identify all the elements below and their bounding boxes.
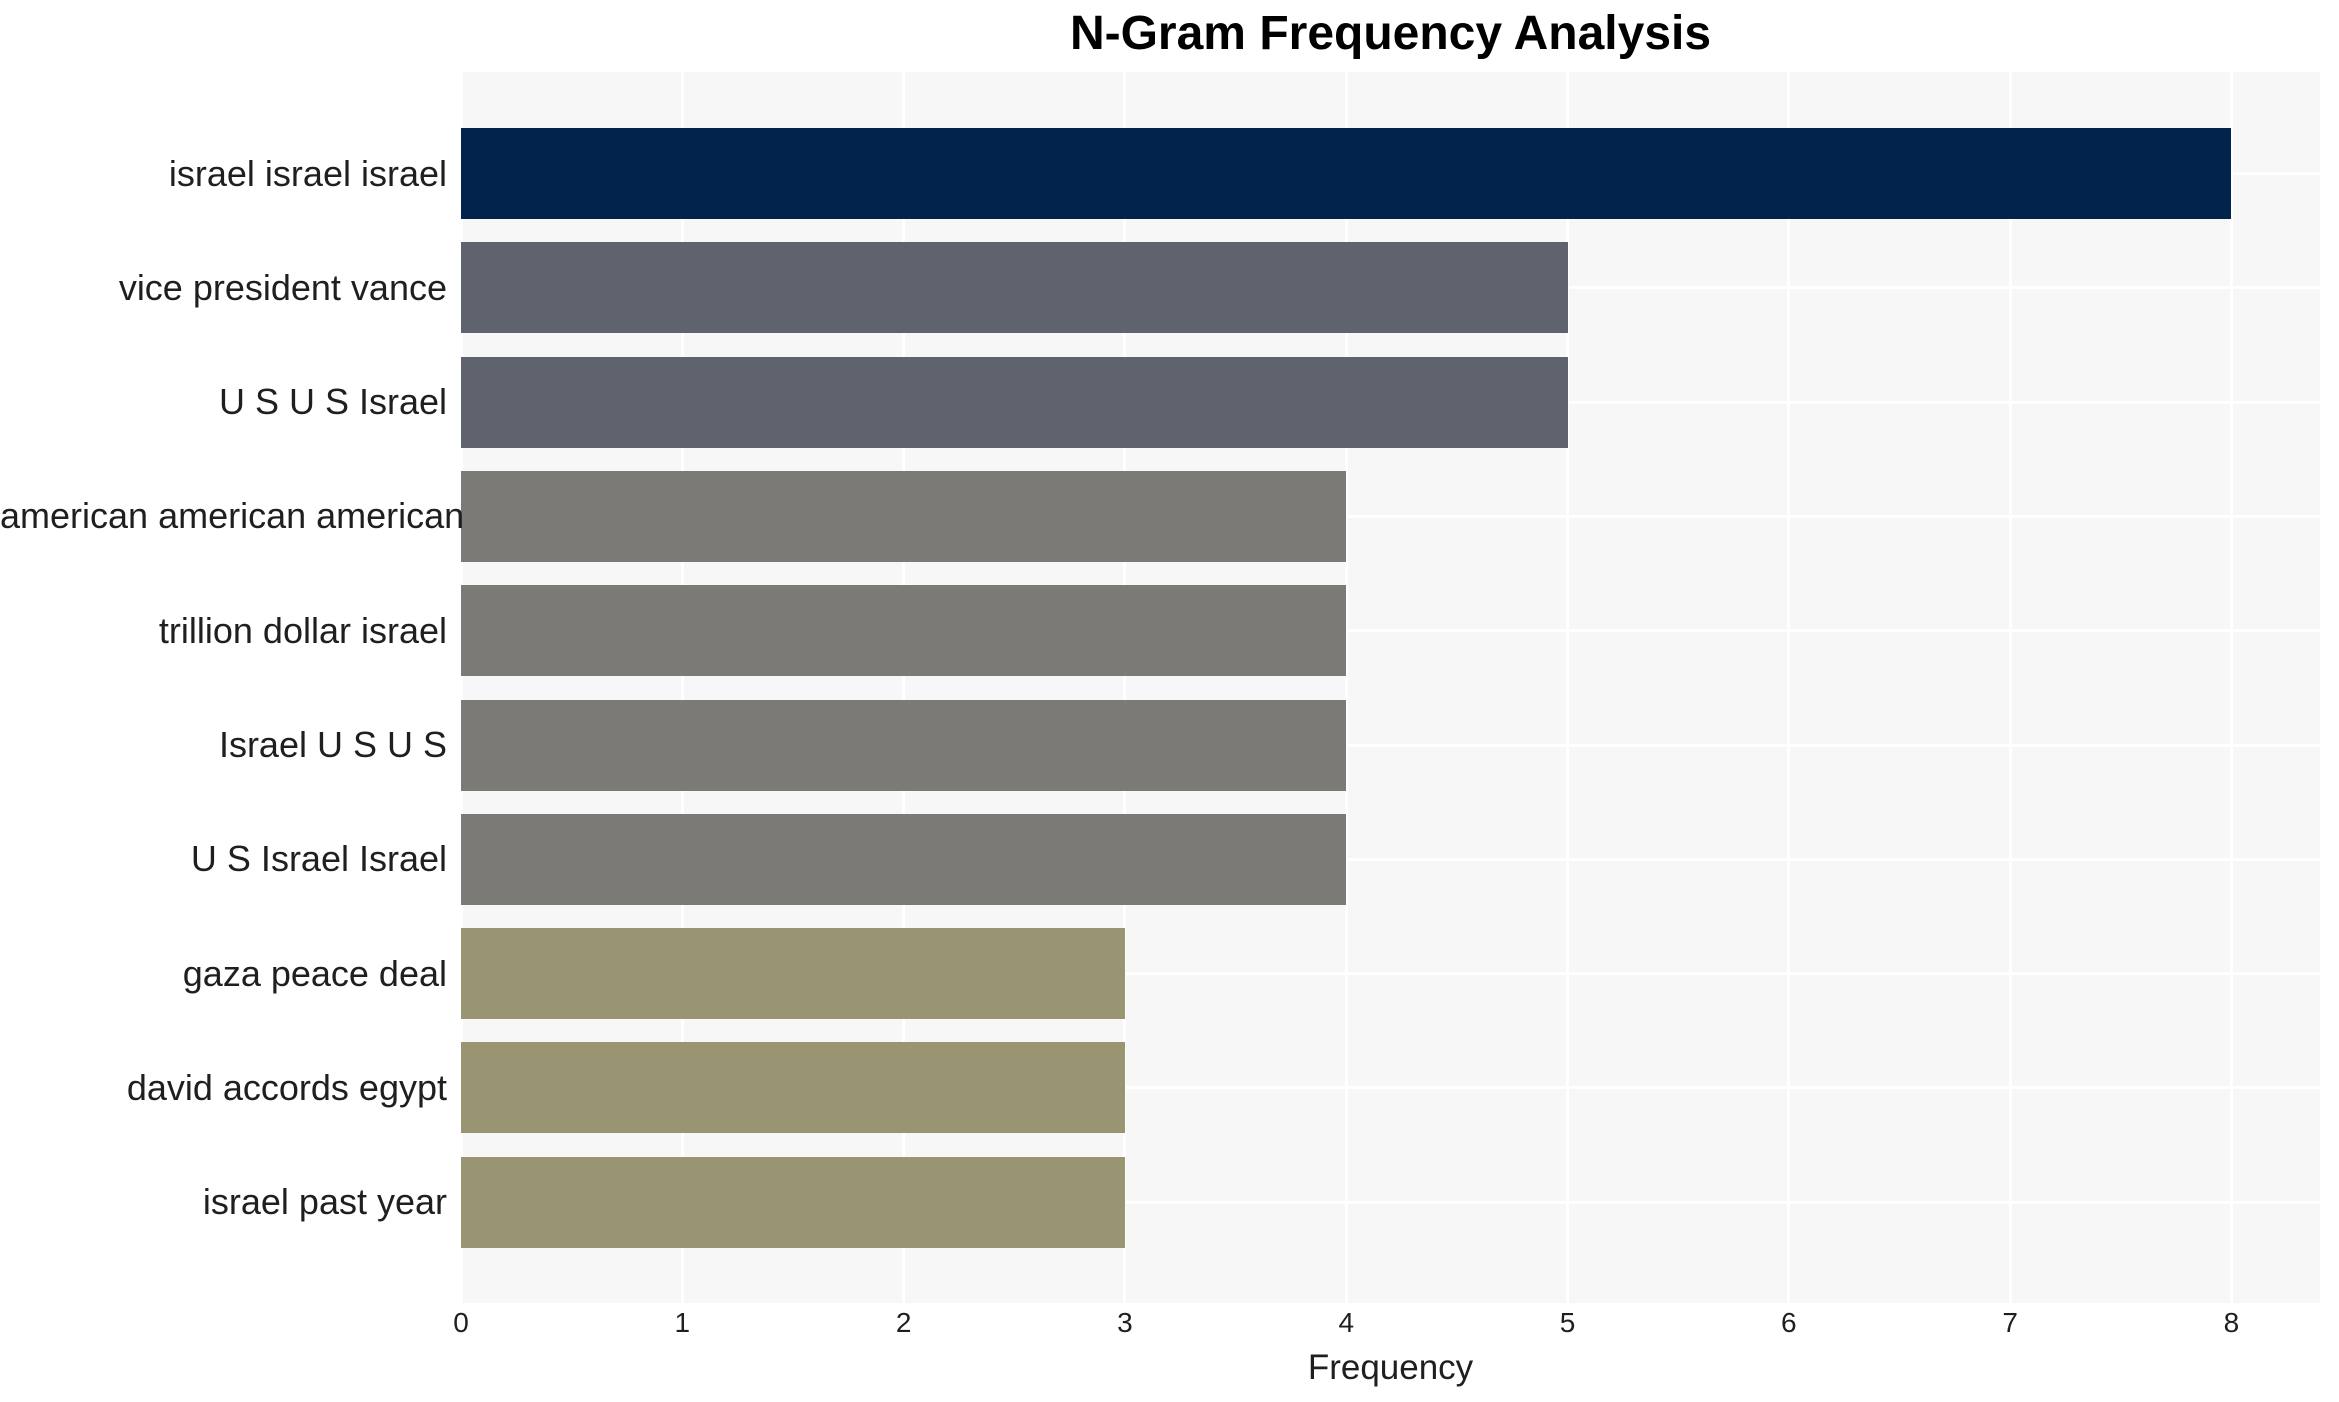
gridline-vertical [1123,72,1127,1303]
gridline-vertical [680,72,684,1303]
category-label: U S Israel Israel [190,838,447,880]
x-tick-label: 3 [1117,1307,1133,1338]
x-tick-label: 7 [2002,1307,2018,1338]
bar [461,585,1347,677]
category-label: trillion dollar israel [158,609,447,651]
plot-area [459,72,2320,1303]
gridline-horizontal [461,743,2320,747]
bar [461,128,2232,219]
x-tick-label: 4 [1338,1307,1355,1338]
category-label: israel israel israel [168,152,447,194]
gridline-vertical [1344,72,1348,1303]
x-tick-label: 6 [1781,1307,1797,1338]
gridline-vertical [902,72,906,1303]
bar [461,470,1347,562]
category-label: gaza peace deal [182,952,447,994]
category-label: israel past year [202,1181,447,1223]
gridline-horizontal [461,972,2320,976]
category-label: david accords egypt [126,1066,447,1108]
gridline-vertical [459,72,463,1303]
category-label: american american american [0,495,465,537]
gridline-horizontal [461,857,2320,861]
category-label: vice president vance [118,266,447,308]
x-axis-label: Frequency [1307,1348,1474,1387]
x-tick-label: 0 [453,1307,469,1338]
gridline-vertical [1787,72,1791,1303]
gridline-horizontal [461,514,2320,518]
gridline-vertical [1566,72,1570,1303]
gridline-vertical [2229,72,2233,1303]
gridline-horizontal [461,1200,2320,1204]
x-tick-label: 2 [895,1307,912,1338]
x-tick-label: 5 [1559,1307,1576,1338]
gridline-horizontal [461,629,2320,633]
x-tick-label: 1 [674,1307,691,1338]
x-tick-label: 8 [2223,1307,2240,1338]
gridline-horizontal [461,1086,2320,1090]
bar [461,1042,1125,1134]
bar [461,356,1568,448]
gridline-vertical [2008,72,2012,1303]
bar [461,1156,1125,1248]
chart-title: N-Gram Frequency Analysis [1069,7,1712,60]
category-label: U S U S Israel [218,381,447,423]
bar [461,242,1568,334]
bar [461,928,1125,1020]
bar [461,813,1347,905]
category-label: Israel U S U S [218,724,447,765]
bar [461,699,1347,791]
